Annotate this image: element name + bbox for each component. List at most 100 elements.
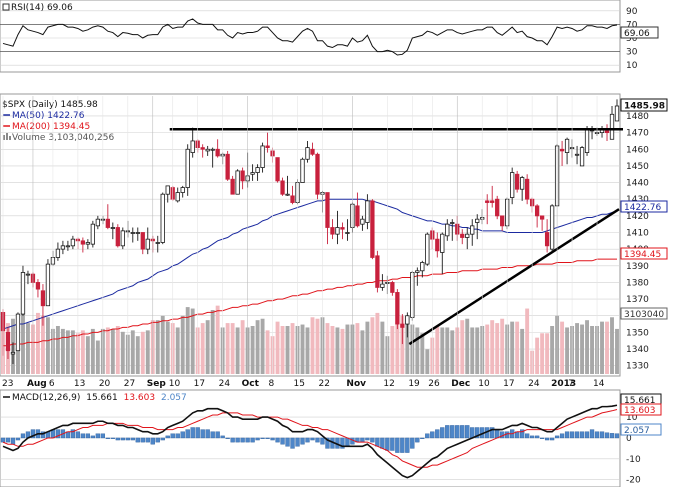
macd-histogram-bar [230, 437, 235, 443]
candle [345, 219, 350, 241]
macd-histogram-bar [130, 437, 135, 441]
candle-body [250, 172, 255, 175]
macd-panel-frame [0, 389, 621, 487]
candle [255, 164, 260, 181]
macd-histogram-bar [160, 437, 165, 441]
candle [574, 145, 580, 165]
volume-bar [580, 324, 585, 374]
price-tag-value: 1485.98 [624, 102, 665, 112]
candle [425, 232, 430, 266]
ma200-line [3, 258, 617, 347]
candle-body [510, 172, 515, 198]
candle [365, 194, 370, 230]
candle-body [375, 255, 380, 288]
candle [265, 132, 270, 153]
rsi-label: RSI(14) 69.06 [11, 3, 73, 13]
candle [559, 140, 565, 166]
candle [175, 187, 180, 203]
candle [534, 204, 540, 228]
candle [20, 265, 26, 316]
signal-tag-value: 13.603 [624, 406, 656, 416]
date-tick-label: 7 [568, 379, 574, 389]
macd-histogram-bar [190, 427, 195, 439]
price-tick-label: 1410 [626, 229, 649, 239]
candle-body [275, 157, 280, 182]
volume-bar [615, 328, 619, 374]
candle [370, 199, 375, 260]
macd-histogram-bar [495, 429, 500, 439]
macd-histogram-bar [240, 437, 245, 443]
hist-current-tag: 2.057 [620, 423, 662, 436]
macd-histogram-bar [150, 437, 155, 445]
candle-body [360, 218, 365, 225]
candle [395, 289, 400, 330]
rsi-tick-label: 70 [626, 20, 638, 30]
candle [85, 239, 91, 250]
macd-histogram-bar [435, 429, 440, 439]
candle-body [460, 233, 465, 238]
macd-histogram-bar [80, 433, 86, 439]
candle-body [470, 225, 475, 235]
macd-histogram-bar [70, 429, 76, 439]
volume-bar [355, 323, 360, 374]
volume-bar [535, 337, 540, 374]
macd-histogram-bar [375, 437, 380, 447]
candle [500, 215, 505, 231]
candle [205, 145, 210, 156]
date-tick-label: Nov [346, 379, 366, 389]
macd-histogram-bar [445, 425, 450, 439]
candle-body [425, 233, 430, 265]
date-tick-label: 8 [269, 379, 275, 389]
macd-histogram-bar [145, 437, 150, 443]
candle [515, 170, 520, 193]
macd-histogram-bar [430, 431, 435, 439]
hist-tag-box [620, 423, 662, 436]
date-tick-label: 17 [503, 379, 514, 389]
rsi-tick-label: 50 [626, 34, 638, 44]
macd-histogram-bar [425, 433, 430, 439]
macd-histogram-bar [450, 425, 455, 439]
price-panel: 1480147014601450144014301420141014001390… [0, 93, 668, 377]
candle [185, 144, 190, 196]
volume-bar [60, 328, 65, 374]
volume-bar [105, 327, 110, 374]
candle-body [574, 153, 580, 156]
macd-histogram-bar [5, 437, 11, 443]
macd-histogram-bar [275, 437, 280, 443]
date-tick-label: 15 [294, 379, 305, 389]
candle-body [205, 148, 210, 152]
date-tick-label: 20 [99, 379, 111, 389]
ma50-tag-box [620, 200, 668, 213]
macd-histogram-bar [594, 431, 600, 439]
macd-histogram-bar [539, 437, 545, 439]
macd-histogram-bar [185, 429, 190, 439]
rsi-tag-box [620, 26, 659, 39]
candle [400, 314, 405, 345]
macd-histogram-bar [410, 437, 415, 449]
macd-histogram-bar [75, 431, 81, 439]
volume-bar [390, 326, 395, 374]
macd-histogram-bar [110, 437, 115, 439]
volume-bar [135, 336, 140, 374]
candle-body [145, 238, 150, 250]
candle-body [345, 232, 350, 234]
volume-bar [190, 308, 195, 374]
candle-body [65, 245, 71, 248]
candle [285, 175, 290, 196]
volume-bar [235, 327, 240, 374]
candle-body [225, 153, 230, 180]
volume-bar [265, 330, 270, 374]
volume-legend-label: Volume 3,103,040,256 [12, 133, 114, 143]
rsi-gridlines [0, 10, 620, 66]
price-tick-label: 1330 [626, 362, 649, 372]
volume-bar [85, 336, 90, 374]
candle [579, 145, 585, 167]
date-tick-label: 26 [428, 379, 440, 389]
candle-body [395, 292, 400, 325]
price-tick-label: 1340 [626, 345, 649, 355]
date-tick-label: 10 [478, 379, 490, 389]
volume-bar [365, 321, 370, 374]
macd-tick-label: -10 [626, 455, 641, 465]
macd-histogram-bar [549, 437, 555, 441]
macd-tick-label: 0 [626, 434, 632, 444]
